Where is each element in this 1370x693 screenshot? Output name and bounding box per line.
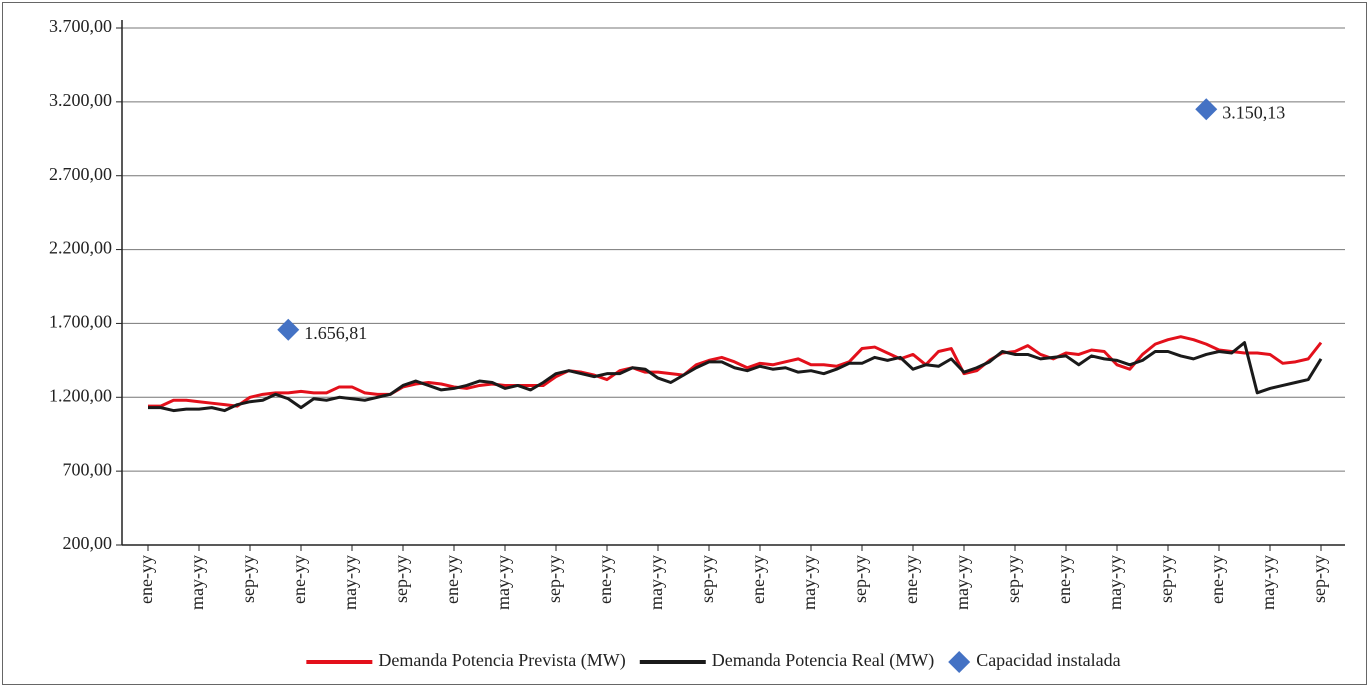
data-label: 1.656,81 [304,323,367,343]
x-tick-label: may-yy [340,555,360,610]
x-tick-label: sep-yy [1156,555,1176,603]
capacity-marker [1195,98,1218,121]
x-tick-label: ene-yy [748,555,768,604]
x-tick-label: ene-yy [1054,555,1074,604]
x-tick-label: may-yy [493,555,513,610]
x-tick-label: sep-yy [1309,555,1329,603]
legend-label: Demanda Potencia Real (MW) [712,650,934,671]
x-tick-label: ene-yy [289,555,309,604]
x-tick-label: may-yy [646,555,666,610]
x-tick-label: sep-yy [544,555,564,603]
x-tick-label: sep-yy [697,555,717,603]
y-tick-label: 200,00 [63,533,113,553]
x-tick-label: may-yy [187,555,207,610]
legend-label: Capacidad instalada [976,650,1120,670]
x-tick-label: ene-yy [595,555,615,604]
y-tick-label: 2.200,00 [49,238,112,258]
x-tick-label: sep-yy [391,555,411,603]
y-tick-label: 3.200,00 [49,90,112,110]
x-tick-label: sep-yy [238,555,258,603]
capacity-marker [277,318,300,341]
x-tick-label: ene-yy [901,555,921,604]
x-tick-label: sep-yy [1003,555,1023,603]
data-label: 3.150,13 [1222,102,1285,122]
y-tick-label: 2.700,00 [49,164,112,184]
x-tick-label: may-yy [1258,555,1278,610]
legend-swatch [948,651,971,673]
x-tick-label: ene-yy [136,555,156,604]
y-tick-label: 1.700,00 [49,312,112,332]
y-tick-label: 700,00 [63,459,113,479]
y-tick-label: 3.700,00 [49,16,112,36]
x-tick-label: may-yy [1105,555,1125,610]
x-tick-label: may-yy [952,555,972,610]
line-series [148,341,1323,413]
x-tick-label: ene-yy [442,555,462,604]
x-tick-label: ene-yy [1207,555,1227,604]
x-tick-label: may-yy [799,555,819,610]
x-tick-label: sep-yy [850,555,870,603]
line-series [148,335,1323,408]
legend-label: Demanda Potencia Prevista (MW) [378,650,625,671]
y-tick-label: 1.200,00 [49,385,112,405]
